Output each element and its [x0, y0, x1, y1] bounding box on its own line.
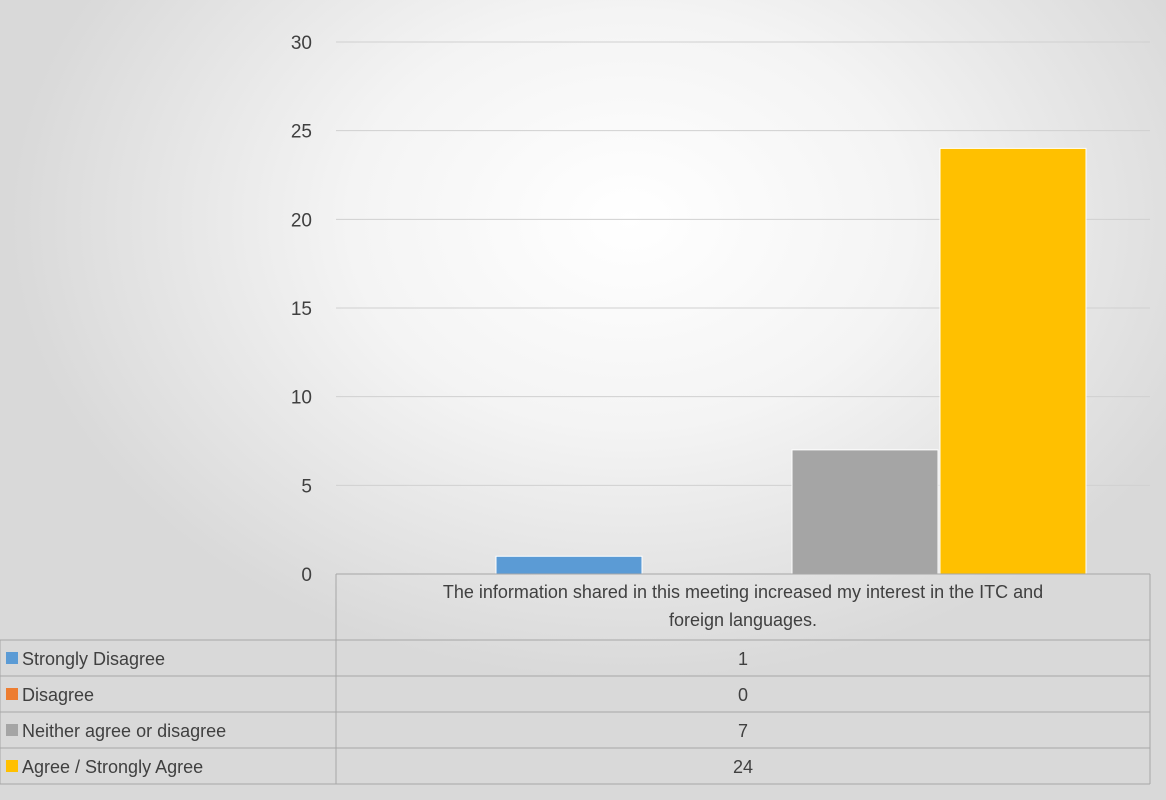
y-tick-label: 20 — [291, 210, 312, 231]
bar — [939, 147, 1087, 575]
legend-label: Agree / Strongly Agree — [22, 757, 203, 777]
data-label: 7 — [738, 721, 748, 741]
data-label: 1 — [738, 649, 748, 669]
legend-swatch — [6, 760, 18, 772]
category-label: foreign languages. — [669, 610, 817, 630]
bar — [791, 449, 939, 575]
legend-label: Disagree — [22, 685, 94, 705]
y-tick-label: 0 — [301, 565, 312, 586]
legend-swatch — [6, 688, 18, 700]
y-tick-label: 25 — [291, 122, 312, 143]
legend-label: Strongly Disagree — [22, 649, 165, 669]
category-label: The information shared in this meeting i… — [443, 582, 1043, 602]
y-tick-label: 30 — [291, 33, 312, 54]
legend-swatch — [6, 724, 18, 736]
y-tick-label: 15 — [291, 299, 312, 320]
legend-swatch — [6, 652, 18, 664]
data-label: 0 — [738, 685, 748, 705]
y-tick-label: 5 — [301, 476, 312, 497]
legend-label: Neither agree or disagree — [22, 721, 226, 741]
bar — [495, 555, 643, 575]
data-label: 24 — [733, 757, 753, 777]
y-tick-label: 10 — [291, 388, 312, 409]
